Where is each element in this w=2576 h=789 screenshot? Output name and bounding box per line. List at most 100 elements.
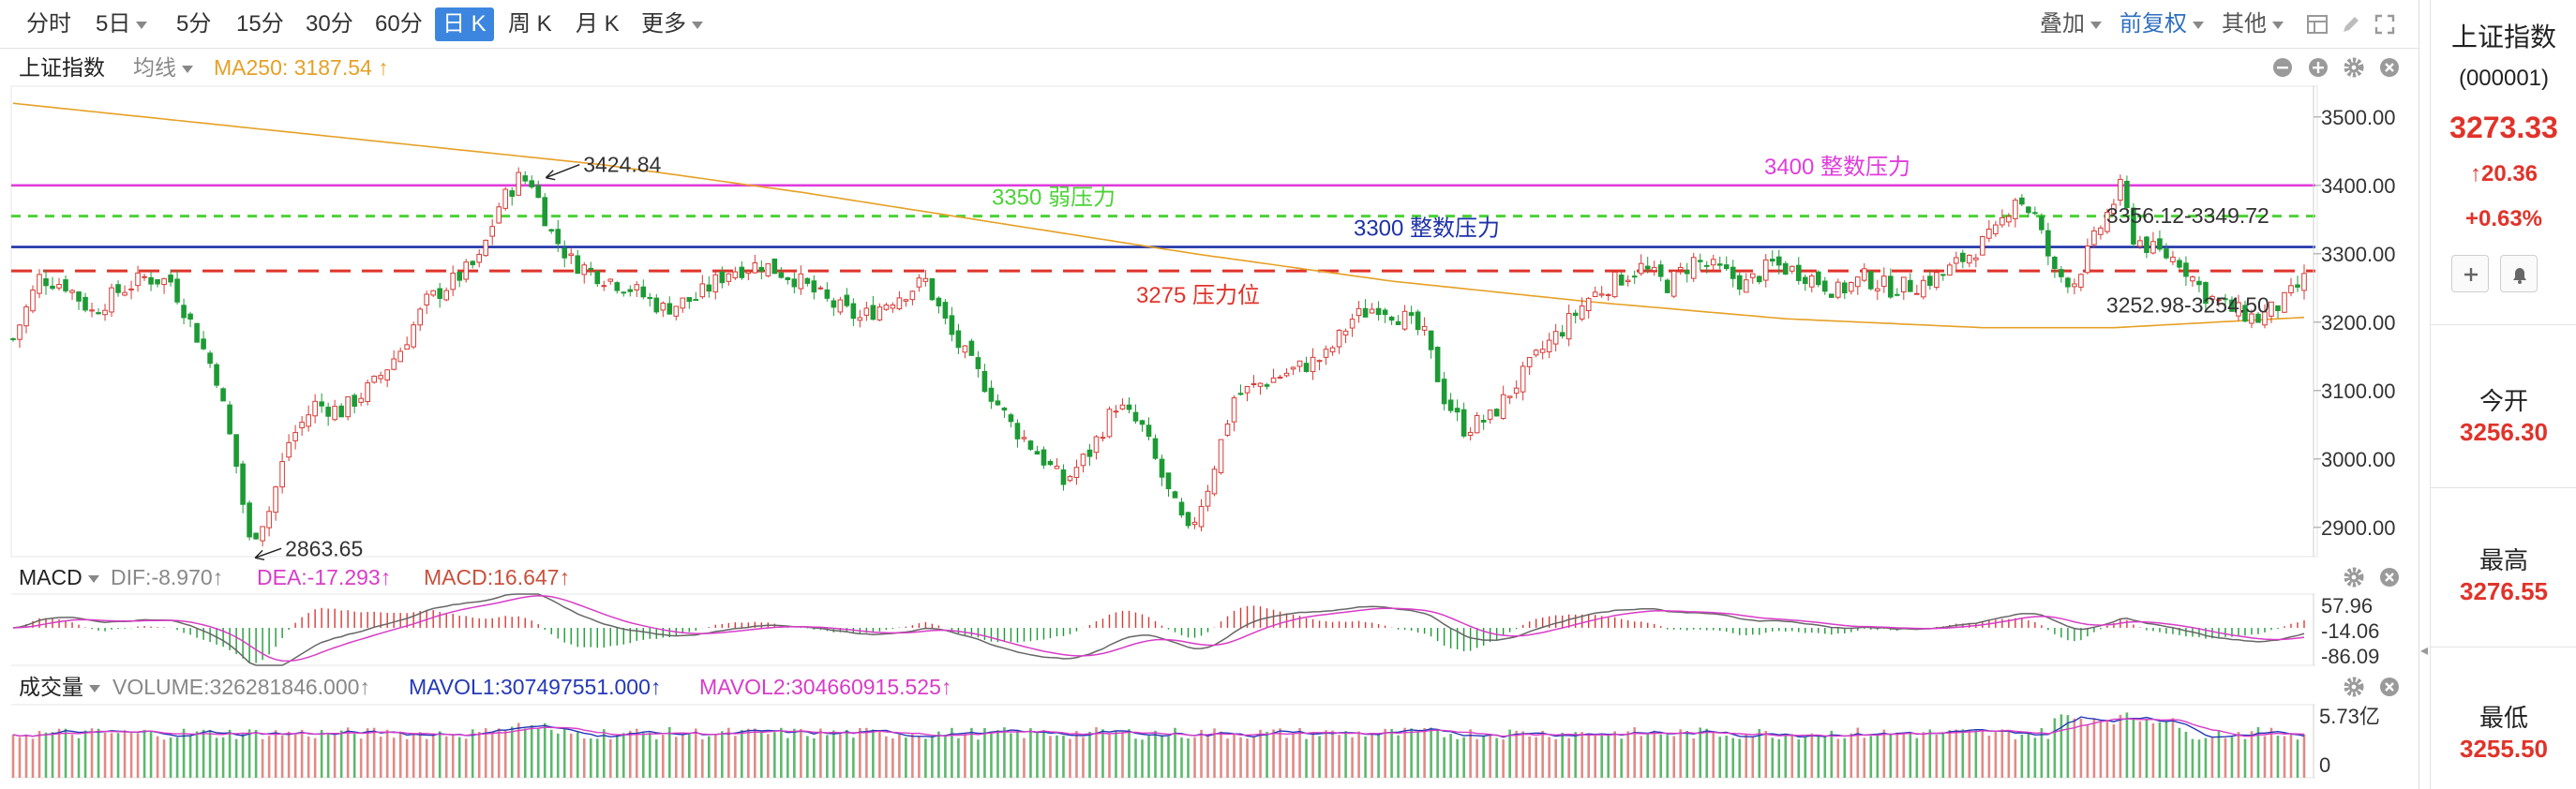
candle	[1290, 366, 1296, 376]
mavol2-line	[12, 718, 2305, 737]
candle-body	[548, 229, 555, 231]
pencil-icon[interactable]	[2340, 13, 2362, 36]
quote-sidebar: 上证指数 (000001) 3273.33 ↑20.36 +0.63% 今开 3…	[2430, 0, 2576, 789]
candle-body	[2078, 274, 2084, 288]
candle-body	[1447, 399, 1454, 411]
candle-body	[2131, 207, 2136, 245]
candle	[1349, 313, 1355, 337]
candle-body	[1375, 307, 1382, 316]
period-tab[interactable]: 周 K	[501, 7, 560, 41]
plus-icon[interactable]	[2308, 57, 2329, 78]
other-menu[interactable]: 其他	[2222, 7, 2284, 41]
candle-body	[2026, 206, 2031, 214]
mavol1-line	[12, 716, 2305, 738]
adjust-menu[interactable]: 前复权	[2119, 7, 2204, 41]
chart-canvas[interactable]: 3400 整数压力 3350 弱压力 3300 整数压力 3275 压力位 3424.…	[0, 49, 2419, 789]
candle-body	[1303, 363, 1310, 372]
candle	[2111, 199, 2117, 217]
candle	[371, 375, 377, 384]
candle-body	[201, 338, 206, 350]
candle	[1001, 407, 1008, 418]
close-icon[interactable]	[2379, 567, 2400, 588]
candle-body	[1080, 454, 1086, 467]
candle	[194, 322, 200, 343]
candle	[56, 277, 62, 291]
candle-body	[253, 532, 259, 540]
candle-body	[1592, 291, 1598, 298]
add-watchlist-button[interactable]	[2451, 255, 2489, 292]
period-tab-label: 60分	[375, 11, 423, 37]
candle	[1303, 356, 1310, 373]
candle-body	[1684, 270, 1690, 275]
mavol1-label: MAVOL1:307497551.000↑	[409, 675, 662, 699]
candle	[883, 303, 890, 311]
candle-body	[2104, 212, 2110, 232]
candle-body	[1218, 439, 1224, 473]
candle	[1415, 309, 1421, 335]
price-panel-header: 上证指数 均线 MA250: 3187.54 ↑	[0, 49, 2411, 86]
candle	[319, 393, 324, 413]
minus-icon[interactable]	[2272, 57, 2293, 78]
candle	[1185, 511, 1191, 529]
collapse-handle[interactable]: ◂	[2419, 643, 2429, 659]
candle	[922, 270, 929, 287]
price-annotation: 3356.12-3349.72	[2106, 203, 2269, 228]
close-icon[interactable]	[2379, 57, 2400, 78]
candle	[791, 272, 798, 294]
ma250-line	[12, 102, 2305, 329]
candle-body	[417, 308, 423, 326]
candle-body	[2223, 298, 2228, 301]
candle	[1828, 293, 1835, 298]
candle-body	[1382, 309, 1388, 316]
candle-body	[1533, 350, 1539, 356]
candle-body	[233, 434, 239, 468]
candle-body	[1828, 293, 1835, 298]
period-tab[interactable]: 15分	[229, 7, 292, 41]
candle	[2006, 213, 2012, 228]
period-tab-label: 更多	[641, 11, 686, 37]
candle-body	[1888, 275, 1894, 298]
candle-body	[995, 400, 1001, 406]
period-tab[interactable]: 5日	[88, 7, 155, 41]
price-axis-label: 3000.00	[2321, 448, 2396, 471]
gear-icon[interactable]	[2344, 57, 2364, 78]
candle-body	[1769, 259, 1775, 262]
gear-icon[interactable]	[2344, 567, 2364, 588]
candle	[1579, 297, 1585, 321]
period-tab[interactable]: 60分	[367, 7, 430, 41]
candle	[706, 275, 712, 298]
volume-indicator-select[interactable]: 成交量	[19, 668, 100, 706]
period-tab[interactable]: 5分	[169, 7, 218, 41]
candle	[542, 193, 548, 227]
candle	[2295, 275, 2300, 292]
indicator-select[interactable]: 均线	[133, 49, 193, 86]
period-tab[interactable]: 日 K	[435, 7, 494, 41]
gear-icon[interactable]	[2344, 677, 2364, 697]
period-tab[interactable]: 分时	[19, 7, 79, 41]
period-tab[interactable]: 30分	[298, 7, 361, 41]
candle	[1670, 270, 1677, 299]
candle-body	[1139, 420, 1146, 425]
candle-body	[1921, 279, 1926, 298]
period-tab[interactable]: 更多	[634, 7, 711, 41]
candle	[411, 321, 416, 350]
close-icon[interactable]	[2379, 677, 2400, 697]
candle-body	[1296, 360, 1303, 367]
candle	[1644, 256, 1651, 274]
candle-body	[1500, 394, 1506, 420]
period-tab[interactable]: 月 K	[568, 7, 627, 41]
overlay-menu[interactable]: 叠加	[2040, 7, 2102, 41]
grid-icon[interactable]	[2306, 13, 2329, 36]
fullscreen-icon[interactable]	[2374, 13, 2396, 36]
candle	[1231, 394, 1237, 432]
candle-body	[916, 277, 922, 288]
macd-indicator-select[interactable]: MACD	[19, 558, 99, 596]
candle-body	[325, 407, 331, 417]
candle	[1041, 446, 1047, 469]
candle-body	[1119, 404, 1126, 409]
candle	[187, 311, 193, 328]
candle	[680, 297, 686, 313]
candle	[1054, 458, 1060, 469]
alert-button[interactable]	[2500, 255, 2538, 292]
candle-body	[1001, 407, 1008, 411]
